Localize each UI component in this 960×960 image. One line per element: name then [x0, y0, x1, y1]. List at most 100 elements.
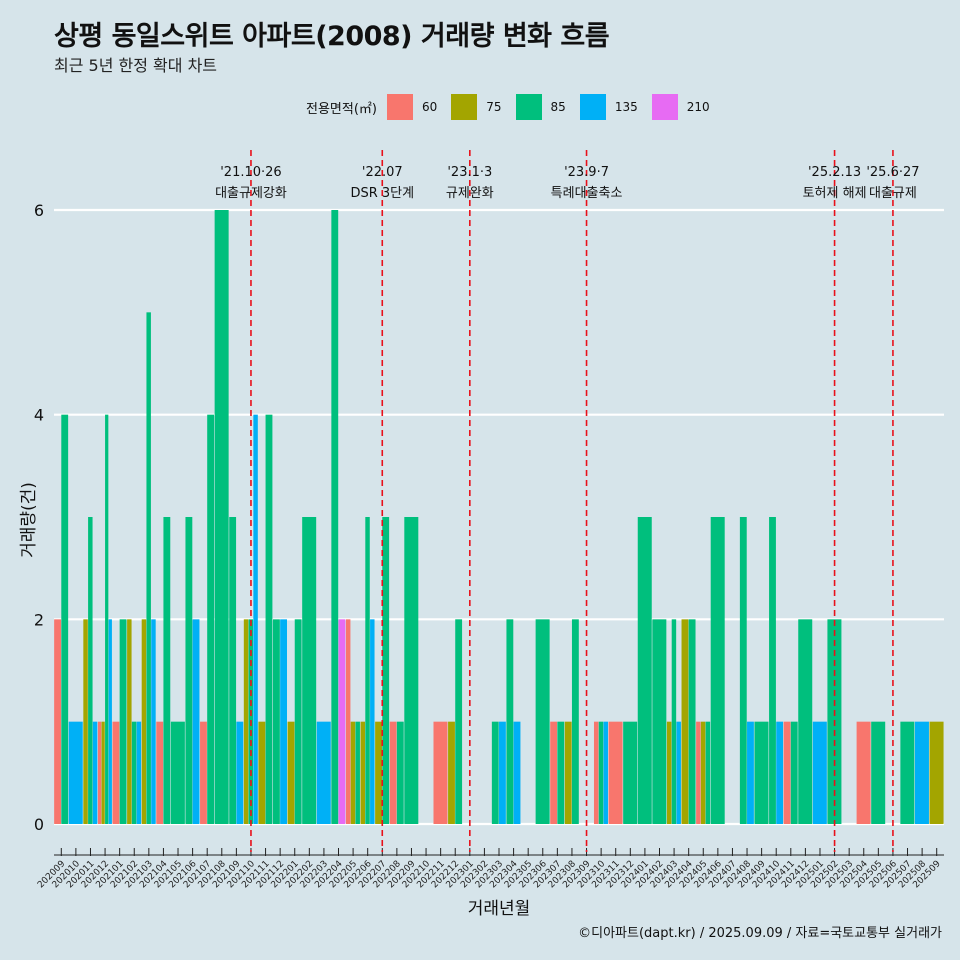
- legend-swatch: [651, 94, 678, 120]
- bar: [101, 721, 105, 824]
- bar: [350, 721, 356, 824]
- bar: [705, 721, 711, 824]
- legend-item-60: 60: [386, 94, 443, 120]
- legend-item-75: 75: [451, 94, 507, 120]
- bar: [355, 721, 360, 824]
- legend-label: 210: [686, 100, 710, 114]
- bar: [513, 721, 521, 824]
- bar: [229, 517, 237, 824]
- bar: [535, 619, 550, 824]
- bar: [185, 517, 193, 824]
- bar: [294, 619, 302, 824]
- legend-item-85: 85: [515, 94, 572, 120]
- bar: [491, 721, 499, 824]
- event-date-label: '21.10·26: [220, 165, 281, 180]
- y-tick-label: 4: [34, 406, 44, 425]
- event-label: 특례대출축소: [551, 186, 623, 201]
- bar: [506, 619, 514, 824]
- event-label: 규제완화: [446, 186, 494, 201]
- event-date-label: '22.07: [362, 165, 403, 180]
- bar: [345, 619, 351, 824]
- legend: 전용면적(㎡) 60 75 85 135 210: [306, 93, 724, 121]
- bar: [170, 721, 185, 824]
- legend-swatch: [386, 94, 413, 120]
- y-tick-label: 6: [34, 201, 44, 220]
- bar: [700, 721, 706, 824]
- bar: [571, 619, 579, 824]
- bar: [287, 721, 295, 824]
- bar: [688, 619, 696, 824]
- bar: [163, 517, 171, 824]
- bar: [598, 721, 604, 824]
- bar: [671, 619, 677, 824]
- bar: [265, 414, 273, 824]
- legend-item-210: 210: [651, 94, 716, 120]
- bar: [83, 619, 88, 824]
- event-label: 대출규제: [869, 186, 917, 201]
- bar: [88, 517, 93, 824]
- bar: [365, 517, 370, 824]
- bar: [608, 721, 623, 824]
- bar: [151, 619, 156, 824]
- event-date-label: '25.2.13: [808, 165, 861, 180]
- bar: [156, 721, 164, 824]
- bar: [112, 721, 120, 824]
- bar: [382, 517, 390, 824]
- legend-label: 85: [550, 100, 566, 114]
- bar: [127, 619, 132, 824]
- y-axis-title: 거래량(건): [19, 482, 39, 558]
- chart-title: 상평 동일스위트 아파트(2008) 거래량 변화 흐름: [54, 21, 610, 52]
- bar: [236, 721, 244, 824]
- bar: [105, 414, 109, 824]
- bar: [54, 619, 61, 824]
- bar: [280, 619, 287, 824]
- bar: [710, 517, 725, 824]
- bar: [370, 619, 375, 824]
- bar: [97, 721, 102, 824]
- bar: [331, 210, 339, 824]
- bar: [68, 721, 83, 824]
- chart-subtitle: 최근 5년 한정 확대 차트: [54, 56, 218, 75]
- legend-label: 135: [614, 100, 638, 114]
- bar: [666, 721, 672, 824]
- event-date-label: '23.9·7: [564, 165, 609, 180]
- bar: [253, 414, 258, 824]
- legend-label: 75: [486, 100, 502, 114]
- bar: [798, 619, 813, 824]
- event-date-label: '25.6·27: [866, 165, 919, 180]
- bar: [433, 721, 448, 824]
- x-axis-title: 거래년월: [468, 899, 531, 919]
- bar: [871, 721, 886, 824]
- bar: [557, 721, 565, 824]
- bar: [652, 619, 667, 824]
- bar: [776, 721, 784, 824]
- bar: [389, 721, 397, 824]
- bar: [243, 619, 249, 824]
- bar: [623, 721, 638, 824]
- bar: [141, 619, 147, 824]
- bar: [131, 721, 137, 824]
- event-label: 대출규제강화: [215, 186, 287, 201]
- bar: [696, 721, 701, 824]
- bar: [593, 721, 599, 824]
- event-label: DSR 3단계: [350, 186, 414, 201]
- bar: [61, 414, 69, 824]
- bar: [739, 517, 747, 824]
- legend-title: 전용면적(㎡): [306, 101, 377, 117]
- bar: [192, 619, 200, 824]
- legend-label: 60: [421, 100, 438, 114]
- bar: [769, 517, 776, 824]
- bar: [207, 414, 215, 824]
- bar: [550, 721, 558, 824]
- legend-swatch: [515, 94, 542, 120]
- bar: [302, 517, 317, 824]
- legend-swatch: [451, 94, 478, 120]
- bar: [375, 721, 382, 824]
- legend-swatch: [579, 94, 606, 120]
- bar: [637, 517, 652, 824]
- bar: [499, 721, 506, 824]
- event-label: 토허제 해제: [803, 186, 867, 201]
- bar: [200, 721, 207, 824]
- bar: [108, 619, 112, 824]
- bar: [455, 619, 463, 824]
